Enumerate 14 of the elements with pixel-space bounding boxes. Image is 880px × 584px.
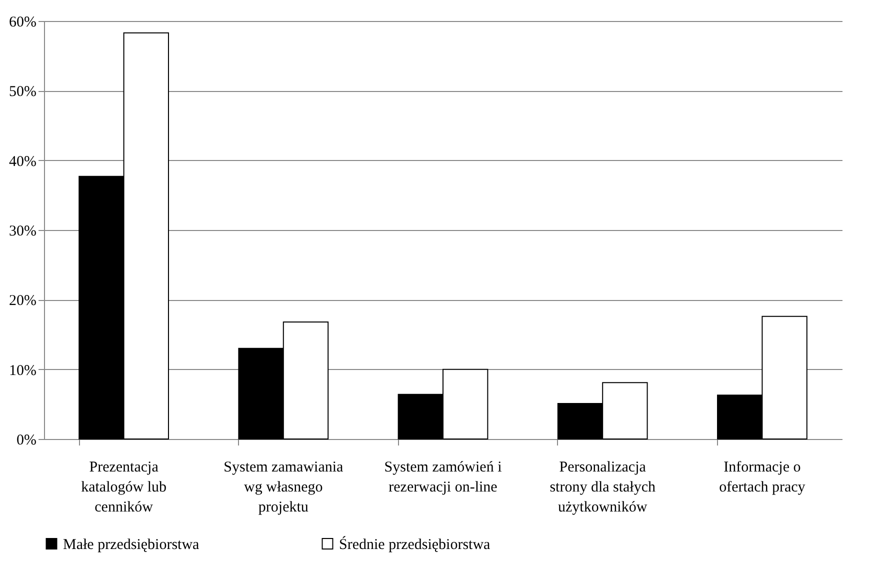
x-tick-label: System zamawiania wg własnego projektu [224,460,344,516]
legend-label: Średnie przedsiębiorstwa [339,536,491,553]
y-tick-label: 60% [9,14,36,30]
y-tick-label: 50% [9,84,36,100]
x-tick-label: Personalizacja strony dla stałych użytkowników [550,460,656,516]
x-tick-label: Informacje o ofertach pracy [719,460,806,496]
y-tick-label: 10% [9,362,36,379]
x-tick-label: Prezentacja katalogów lub cenników [81,460,167,516]
y-tick-label: 20% [9,293,36,310]
x-tick-label: System zamówień i rezerwacji on-line [384,460,502,496]
y-tick-label: 30% [9,224,36,240]
legend-label: Małe przedsiębiorstwa [63,536,200,553]
y-tick-label: 40% [9,154,36,170]
y-tick-label: 0% [16,432,36,448]
